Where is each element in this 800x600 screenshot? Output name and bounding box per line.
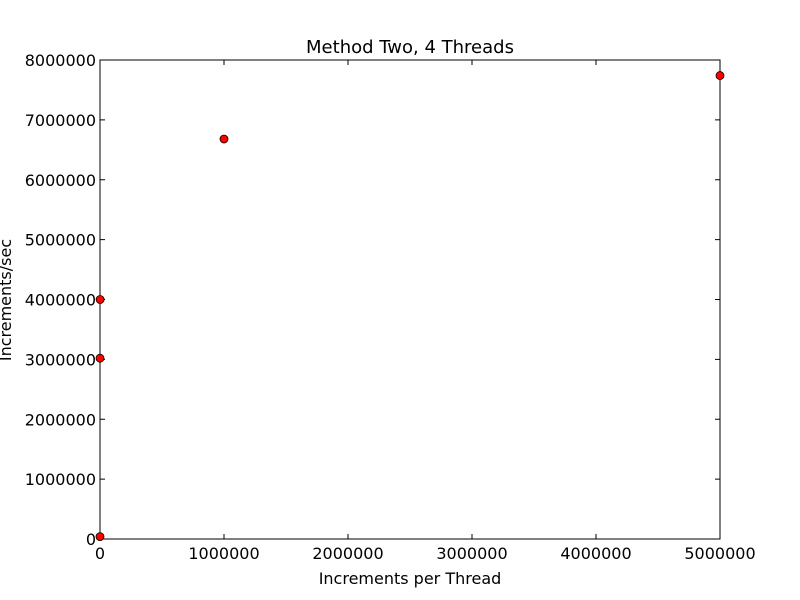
y-axis: 0 1000000 2000000 3000000 4000000 5000000 6000…	[25, 51, 720, 549]
y-tick-label: 5000000	[25, 231, 96, 250]
x-tick-label: 1000000	[188, 544, 259, 563]
y-tick-label: 3000000	[25, 350, 96, 369]
y-tick-label: 0	[86, 530, 96, 549]
plot-frame	[99, 59, 721, 540]
data-point	[95, 532, 105, 542]
x-axis: 0 1000000 2000000 3000000 4000000 5000000	[95, 60, 756, 563]
data-series	[95, 71, 725, 542]
y-tick-label: 2000000	[25, 410, 96, 429]
x-axis-label: Increments per Thread	[319, 569, 502, 588]
y-tick-label: 6000000	[25, 171, 96, 190]
y-tick-label: 8000000	[25, 51, 96, 70]
x-tick-label: 0	[95, 544, 105, 563]
x-tick-label: 2000000	[312, 544, 383, 563]
y-axis-label: Increments/sec	[0, 239, 15, 361]
x-tick-label: 4000000	[560, 544, 631, 563]
y-tick-label: 1000000	[25, 470, 96, 489]
x-tick-label: 5000000	[684, 544, 755, 563]
data-point	[219, 134, 229, 144]
chart-title: Method Two, 4 Threads	[306, 37, 514, 58]
data-point	[95, 353, 105, 363]
plot-area	[99, 59, 721, 540]
data-point	[715, 71, 725, 80]
x-tick-label: 3000000	[436, 544, 507, 563]
y-tick-label: 4000000	[25, 291, 96, 310]
y-tick-label: 7000000	[25, 111, 96, 130]
data-point	[95, 295, 105, 304]
